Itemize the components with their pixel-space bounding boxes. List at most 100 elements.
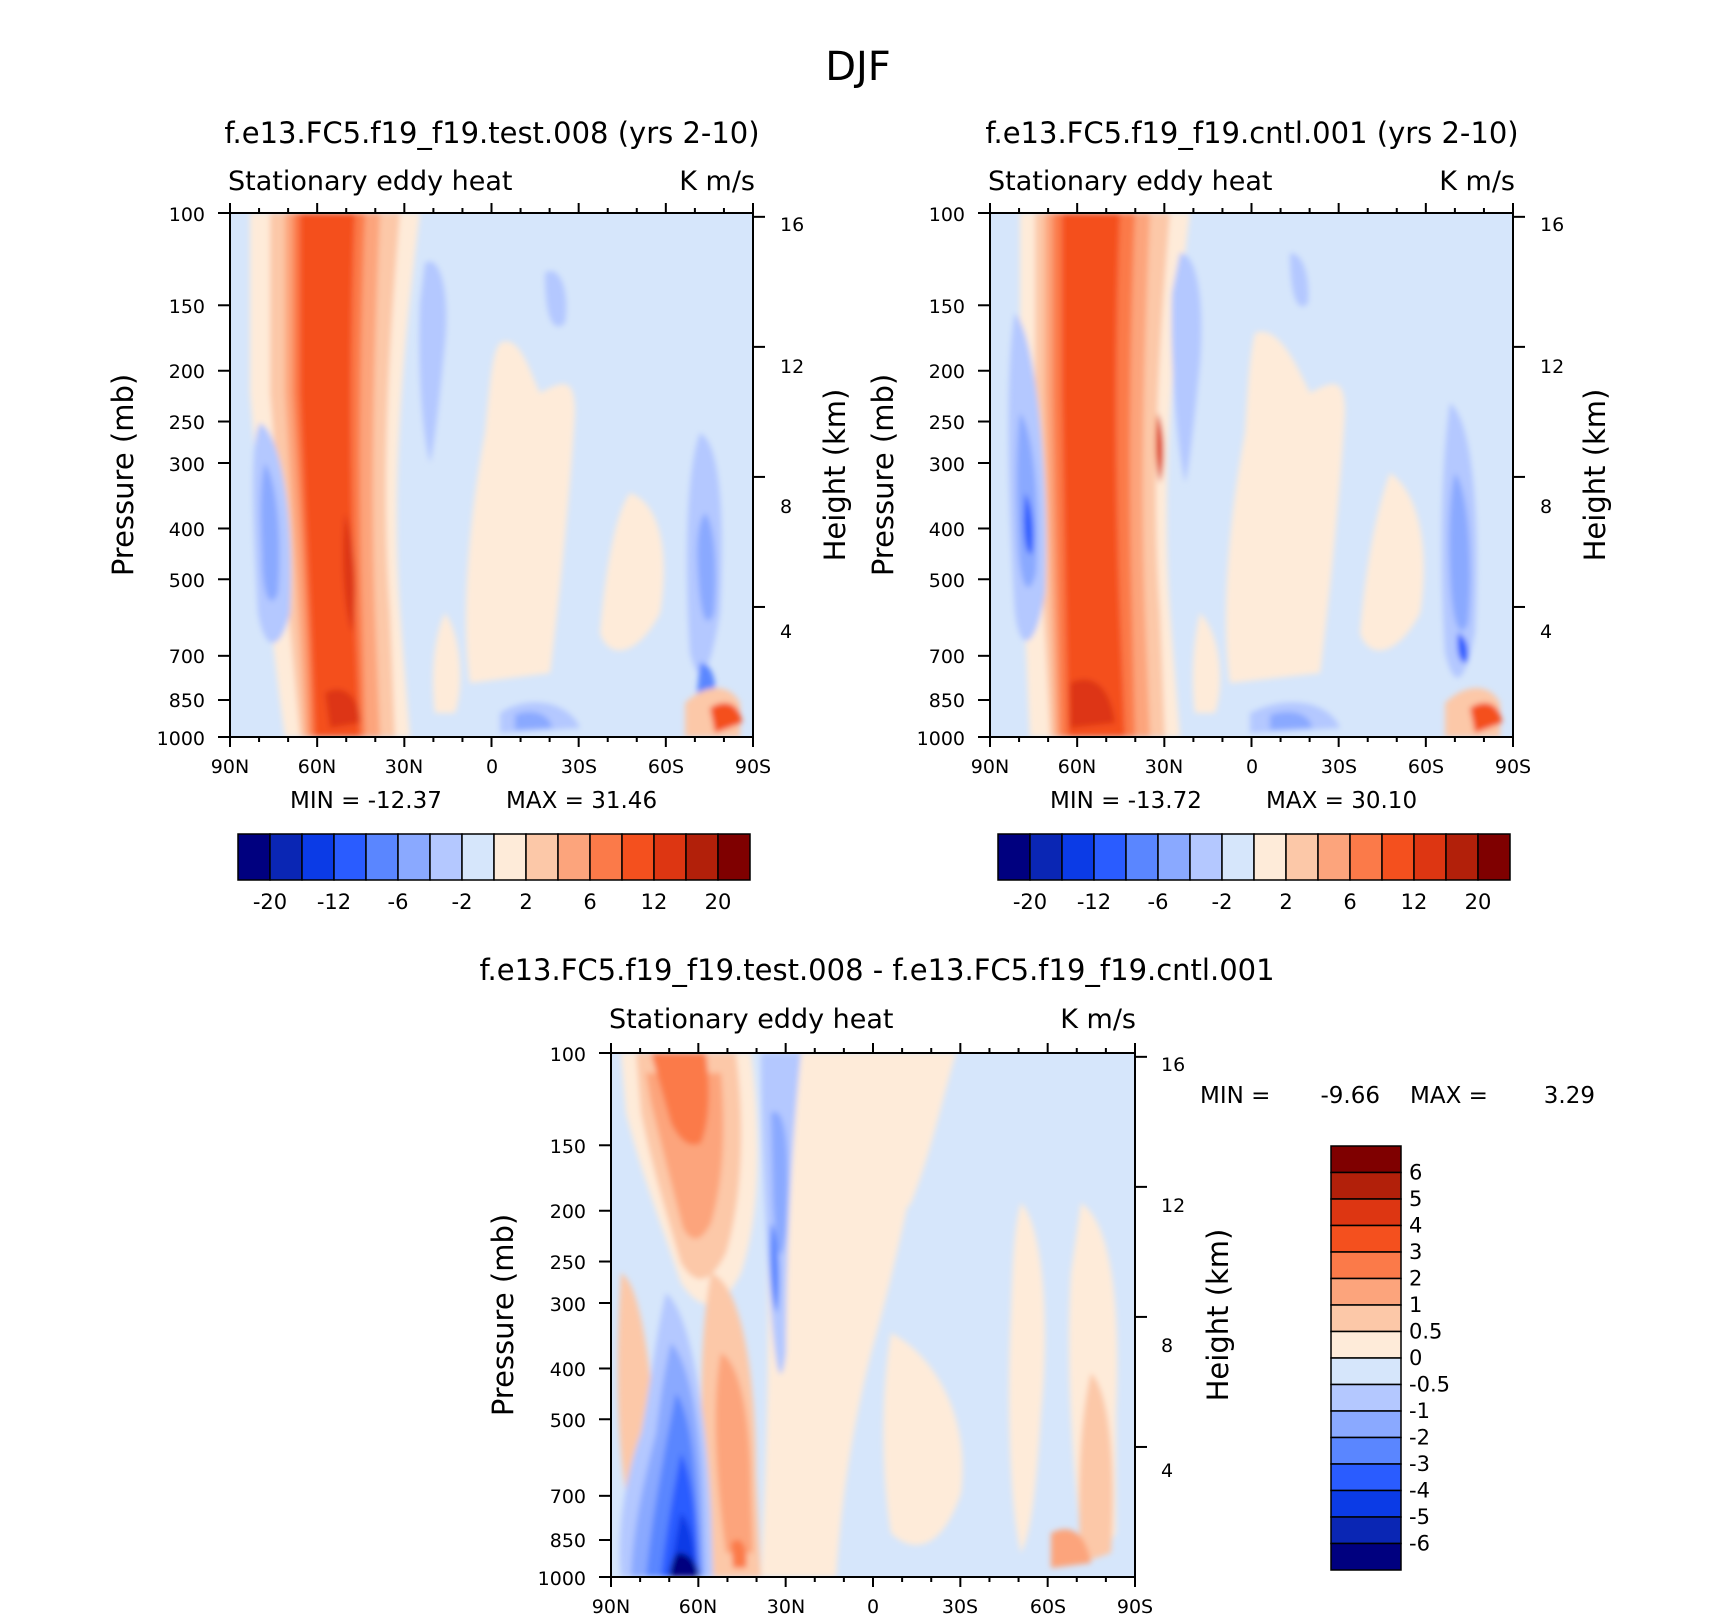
- colorbar-box: [1253, 833, 1287, 881]
- x-tick-90s: 90S: [1495, 756, 1531, 778]
- right-string: K m/s: [1060, 1004, 1136, 1035]
- colorbar-label: 0.5: [1409, 1320, 1442, 1344]
- y-axis-label: Pressure (mb): [106, 374, 140, 576]
- colorbar-label: -2: [452, 890, 473, 914]
- y-tick-150: 150: [929, 296, 965, 318]
- colorbar-label: 20: [1465, 890, 1492, 914]
- y2-tick-4: 4: [780, 621, 792, 643]
- x-tick-90n: 90N: [592, 1596, 630, 1616]
- colorbar-label: -1: [1409, 1399, 1430, 1423]
- colorbar-label: 4: [1409, 1214, 1422, 1238]
- y2-tick-8: 8: [1540, 496, 1552, 518]
- y-tick-100: 100: [929, 204, 965, 226]
- contour-field: [990, 213, 1513, 737]
- x-tick-90s: 90S: [735, 756, 771, 778]
- x-tick-30n: 30N: [1145, 756, 1183, 778]
- min-label: MIN =: [1200, 1083, 1270, 1109]
- colorbar-label: -12: [1077, 890, 1111, 914]
- x-tick-0: 0: [1246, 756, 1258, 778]
- colorbar-label: 2: [1409, 1267, 1422, 1291]
- left-string: Stationary eddy heat: [609, 1004, 894, 1035]
- y2-tick-16: 16: [780, 214, 804, 236]
- colorbar-label: 6: [1409, 1161, 1422, 1185]
- max-label: MAX =: [1410, 1083, 1488, 1109]
- y-tick-150: 150: [169, 296, 205, 318]
- x-tick-marks: [599, 1043, 1147, 1587]
- colorbar-box: [1330, 1516, 1402, 1545]
- left-string: Stationary eddy heat: [228, 166, 513, 197]
- x-tick-60s: 60S: [648, 756, 684, 778]
- right-string: K m/s: [1439, 166, 1515, 197]
- y-tick-700: 700: [169, 646, 205, 668]
- x-tick-30s: 30S: [942, 1596, 978, 1616]
- colorbar-box: [1413, 833, 1447, 881]
- colorbar-box: [1330, 1304, 1402, 1333]
- colorbar-label: -20: [1013, 890, 1047, 914]
- colorbar-box: [1330, 1198, 1402, 1227]
- max-value: 3.29: [1544, 1083, 1595, 1109]
- colorbar-box: [1330, 1410, 1402, 1439]
- colorbar: -20 -12 -6 -2 2 6 12 20: [237, 833, 751, 914]
- colorbar-label: 12: [641, 890, 668, 914]
- panel-diff: f.e13.FC5.f19_f19.test.008 - f.e13.FC5.f…: [479, 953, 1595, 1616]
- y2-tick-12: 12: [1161, 1195, 1185, 1217]
- colorbar-box: [493, 833, 527, 881]
- x-tick-60n: 60N: [679, 1596, 717, 1616]
- min-label: MIN = -12.37: [290, 788, 442, 814]
- colorbar-box: [1029, 833, 1063, 881]
- y-tick-700: 700: [929, 646, 965, 668]
- y-tick-150: 150: [550, 1136, 586, 1158]
- y2-tick-4: 4: [1540, 621, 1552, 643]
- x-tick-0: 0: [486, 756, 498, 778]
- y-tick-250: 250: [550, 1252, 586, 1274]
- colorbar-box: [1330, 1224, 1402, 1253]
- y-axis-label: Pressure (mb): [486, 1214, 520, 1416]
- y-tick-500: 500: [929, 570, 965, 592]
- y2-axis-label: Height (km): [1578, 389, 1612, 562]
- colorbar-box: [997, 833, 1031, 881]
- x-tick-60s: 60S: [1030, 1596, 1066, 1616]
- x-tick-30s: 30S: [561, 756, 597, 778]
- y-tick-850: 850: [550, 1530, 586, 1552]
- y-tick-500: 500: [169, 570, 205, 592]
- colorbar-box: [269, 833, 303, 881]
- y2-tick-12: 12: [780, 356, 804, 378]
- y-tick-200: 200: [169, 361, 205, 383]
- colorbar-box: [1317, 833, 1351, 881]
- x-tick-30n: 30N: [385, 756, 423, 778]
- y-tick-1000: 1000: [538, 1568, 586, 1590]
- colorbar-box: [429, 833, 463, 881]
- y2-tick-12: 12: [1540, 356, 1564, 378]
- max-label: MAX = 30.10: [1266, 788, 1417, 814]
- y-tick-250: 250: [169, 412, 205, 434]
- colorbar-box: [1445, 833, 1479, 881]
- colorbar-label: 1: [1409, 1293, 1422, 1317]
- colorbar-box: [1330, 1489, 1402, 1518]
- y-tick-300: 300: [929, 454, 965, 476]
- colorbar-box: [1093, 833, 1127, 881]
- y-tick-200: 200: [929, 361, 965, 383]
- y-tick-400: 400: [169, 519, 205, 541]
- y-tick-700: 700: [550, 1486, 586, 1508]
- colorbar-box: [1330, 1171, 1402, 1200]
- colorbar-box: [1330, 1330, 1402, 1359]
- colorbar-box: [653, 833, 687, 881]
- y-tick-850: 850: [929, 690, 965, 712]
- colorbar-box: [1221, 833, 1255, 881]
- colorbar-box: [1061, 833, 1095, 881]
- x-tick-60s: 60S: [1408, 756, 1444, 778]
- colorbar-box: [1285, 833, 1319, 881]
- y-tick-200: 200: [550, 1201, 586, 1223]
- colorbar-box: [557, 833, 591, 881]
- colorbar-label: -6: [1148, 890, 1169, 914]
- min-label: MIN = -13.72: [1050, 788, 1202, 814]
- y2-tick-8: 8: [780, 496, 792, 518]
- y-tick-100: 100: [550, 1044, 586, 1066]
- colorbar-box: [461, 833, 495, 881]
- x-tick-60n: 60N: [1058, 756, 1096, 778]
- colorbar-box: [1330, 1383, 1402, 1412]
- y-axis-label: Pressure (mb): [866, 374, 900, 576]
- colorbar-box: [1330, 1357, 1402, 1386]
- colorbar-label: -20: [253, 890, 287, 914]
